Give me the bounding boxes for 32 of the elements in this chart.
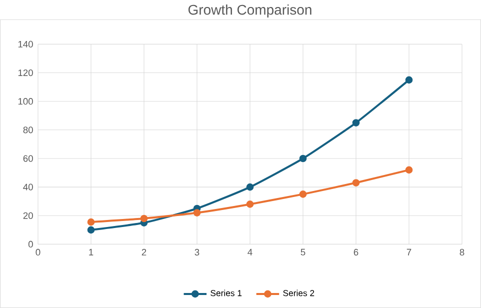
x-tick-label: 8 bbox=[460, 248, 464, 256]
point bbox=[405, 166, 413, 174]
x-tick-label: 3 bbox=[194, 248, 200, 256]
y-tick-label: 40 bbox=[23, 184, 33, 190]
point bbox=[87, 218, 95, 226]
x-tick-label: 6 bbox=[354, 248, 358, 256]
y-tick-label: 140 bbox=[18, 40, 33, 48]
chart-title: Growth Comparison bbox=[188, 4, 312, 18]
legend-label: Series 1 bbox=[210, 290, 242, 296]
y-tick-label: 100 bbox=[18, 98, 33, 105]
x-tick-label: 2 bbox=[142, 248, 146, 256]
y-tick-label: 80 bbox=[23, 126, 33, 134]
x-tick-label: 7 bbox=[406, 248, 412, 256]
y-tick-label: 0 bbox=[28, 240, 33, 248]
point bbox=[140, 214, 148, 222]
y-tick-label: 60 bbox=[23, 155, 33, 162]
point bbox=[352, 119, 360, 126]
point bbox=[87, 226, 95, 234]
x-tick-label: 5 bbox=[300, 248, 306, 256]
point bbox=[246, 183, 254, 191]
point bbox=[299, 154, 307, 162]
y-tick-label: 120 bbox=[18, 69, 33, 76]
point bbox=[352, 179, 360, 186]
point bbox=[299, 190, 307, 198]
point bbox=[193, 209, 201, 216]
x-tick-label: 0 bbox=[36, 248, 40, 256]
y-tick-label: 20 bbox=[23, 212, 33, 219]
point bbox=[405, 76, 413, 84]
point bbox=[246, 200, 254, 208]
x-tick-label: 4 bbox=[248, 248, 252, 256]
legend-label: Series 2 bbox=[283, 290, 314, 296]
x-tick-label: 1 bbox=[89, 248, 94, 256]
